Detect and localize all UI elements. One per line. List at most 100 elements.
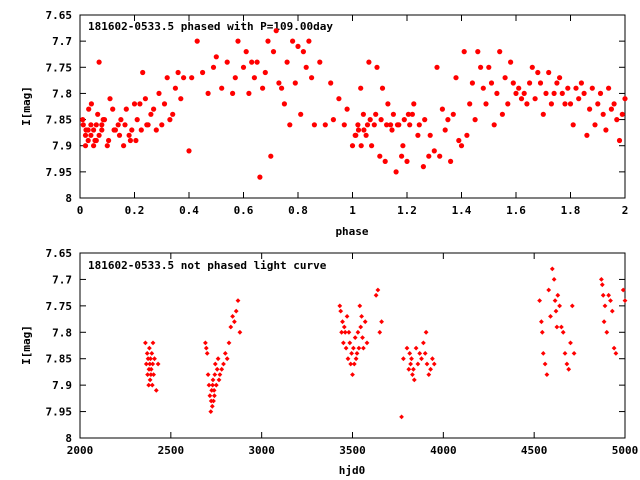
- phased-data-point: [518, 96, 525, 102]
- unphased-data-point: [552, 298, 558, 303]
- phased-data-point: [543, 90, 549, 96]
- unphased-data-point: [609, 308, 615, 314]
- phased-data-point: [445, 117, 451, 123]
- unphased-data-point: [341, 340, 346, 346]
- phased-data-point: [464, 132, 470, 138]
- phased-data-point: [480, 85, 486, 91]
- unphased-data-point: [422, 351, 428, 356]
- unphased-data-point: [222, 351, 228, 356]
- phased-data-point: [548, 101, 555, 107]
- phased-xtick-label: 1.2: [397, 204, 417, 217]
- unphased-panel: 181602-0533.5 not phased light curve hjd…: [20, 247, 638, 477]
- unphased-data-point: [602, 303, 608, 309]
- unphased-data-point: [377, 329, 383, 335]
- phased-data-point: [295, 43, 301, 50]
- unphased-data-point: [230, 314, 235, 319]
- phased-data-point: [262, 69, 268, 76]
- phased-data-point: [106, 137, 112, 144]
- phased-data-point: [510, 80, 516, 86]
- unphased-data-point: [608, 298, 613, 303]
- phased-data-point: [91, 143, 97, 149]
- phased-ticks: 0 0.2 0.4 0.6 0.8 1 1.2 1.4 1.6 1.8 2 7.65 7.7 7.75 7.…: [46, 9, 629, 217]
- unphased-data-point: [343, 345, 349, 351]
- phased-data-point: [409, 111, 415, 117]
- phased-data-point: [148, 111, 154, 117]
- phased-data-point: [382, 158, 388, 164]
- phased-data-point: [587, 106, 593, 112]
- phased-data-point: [133, 137, 139, 144]
- phased-data-point: [393, 169, 399, 175]
- unphased-ylabel: I[mag]: [20, 325, 33, 365]
- phased-data-point: [309, 75, 315, 81]
- phased-data-point: [298, 111, 304, 117]
- phased-data-point: [344, 106, 350, 112]
- phased-data-point: [389, 127, 395, 133]
- phased-data-point: [213, 54, 219, 60]
- unphased-data-point: [559, 324, 564, 330]
- unphased-data-point: [599, 277, 604, 282]
- phased-data-point: [427, 132, 433, 138]
- unphased-xlabel: hjd0: [339, 464, 366, 477]
- phased-data-point: [369, 143, 375, 149]
- unphased-data-point: [620, 287, 626, 293]
- unphased-data-point: [153, 388, 159, 393]
- phased-data-point: [434, 64, 440, 70]
- phased-data-point: [175, 69, 181, 76]
- phased-data-point: [407, 122, 413, 128]
- phased-data-point: [551, 90, 557, 96]
- phased-data-point: [581, 90, 587, 96]
- unphased-data-point: [351, 361, 357, 367]
- phased-data-point: [279, 85, 285, 91]
- unphased-data-point: [546, 287, 552, 293]
- phased-data-point: [619, 111, 625, 117]
- unphased-data-point: [143, 340, 148, 346]
- phased-data-point: [491, 122, 497, 128]
- phased-data-point: [595, 101, 601, 107]
- unphased-data-point: [564, 361, 570, 367]
- phased-data-point: [411, 101, 417, 107]
- phased-panel: 181602-0533.5 phased with P=109.00day ph…: [20, 9, 628, 238]
- unphased-data-point: [347, 340, 353, 346]
- phased-data-point: [388, 122, 394, 128]
- phased-data-point: [420, 164, 426, 170]
- phased-data-point: [317, 59, 323, 65]
- phased-data-point: [230, 90, 236, 96]
- unphased-data-point: [362, 319, 368, 325]
- unphased-data-point: [379, 319, 384, 325]
- unphased-data-point: [553, 308, 559, 314]
- unphased-data-point: [604, 329, 610, 335]
- phased-data-point: [535, 69, 541, 76]
- phased-data-point: [513, 90, 519, 96]
- phased-ytick-label: 7.85: [46, 114, 73, 127]
- unphased-data-point: [150, 361, 156, 367]
- unphased-data-point: [237, 329, 243, 335]
- unphased-data-point: [360, 335, 365, 340]
- unphased-data-point: [409, 356, 414, 362]
- unphased-data-point: [203, 340, 208, 346]
- unphased-data-point: [375, 287, 381, 293]
- phased-plot-frame: [79, 14, 626, 199]
- phased-data-point: [584, 132, 590, 138]
- phased-data-point: [377, 153, 383, 159]
- phased-data-point: [437, 153, 443, 159]
- unphased-xtick-label: 5000: [612, 444, 639, 457]
- unphased-data-point: [361, 345, 366, 351]
- unphased-data-point: [430, 356, 435, 362]
- phased-ytick-label: 7.95: [46, 166, 73, 179]
- phased-data-point: [467, 101, 473, 107]
- unphased-data-point: [219, 366, 225, 372]
- phased-data-point: [557, 75, 563, 81]
- phased-data-point: [270, 49, 277, 55]
- phased-data-point: [400, 143, 406, 149]
- phased-xtick-label: 2: [622, 204, 629, 217]
- phased-xtick-label: 1.6: [506, 204, 526, 217]
- phased-data-point: [224, 59, 230, 65]
- phased-data-point: [107, 96, 113, 102]
- phased-data-point: [110, 106, 116, 112]
- unphased-data-point: [145, 372, 150, 377]
- phased-data-point: [508, 59, 514, 65]
- phased-data-point: [472, 117, 478, 123]
- unphased-data-point: [426, 372, 432, 377]
- phased-data-point: [532, 96, 538, 102]
- unphased-data-point: [152, 356, 157, 362]
